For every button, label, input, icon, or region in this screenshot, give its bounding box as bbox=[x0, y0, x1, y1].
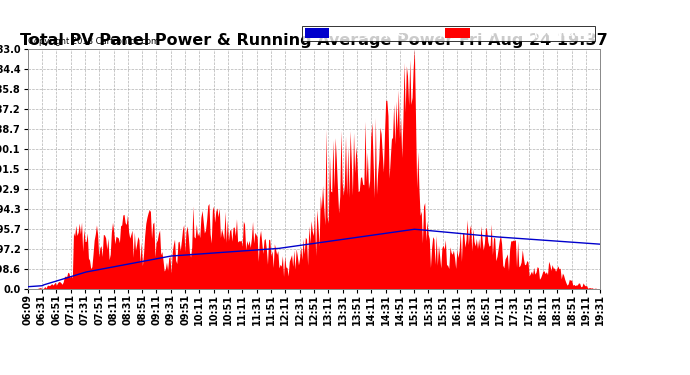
Title: Total PV Panel Power & Running Average Power Fri Aug 24 19:37: Total PV Panel Power & Running Average P… bbox=[20, 33, 608, 48]
Legend: Average  (DC Watts), PV Panels  (DC Watts): Average (DC Watts), PV Panels (DC Watts) bbox=[302, 26, 595, 41]
Text: Copyright 2018 Cartronics.com: Copyright 2018 Cartronics.com bbox=[28, 38, 159, 46]
